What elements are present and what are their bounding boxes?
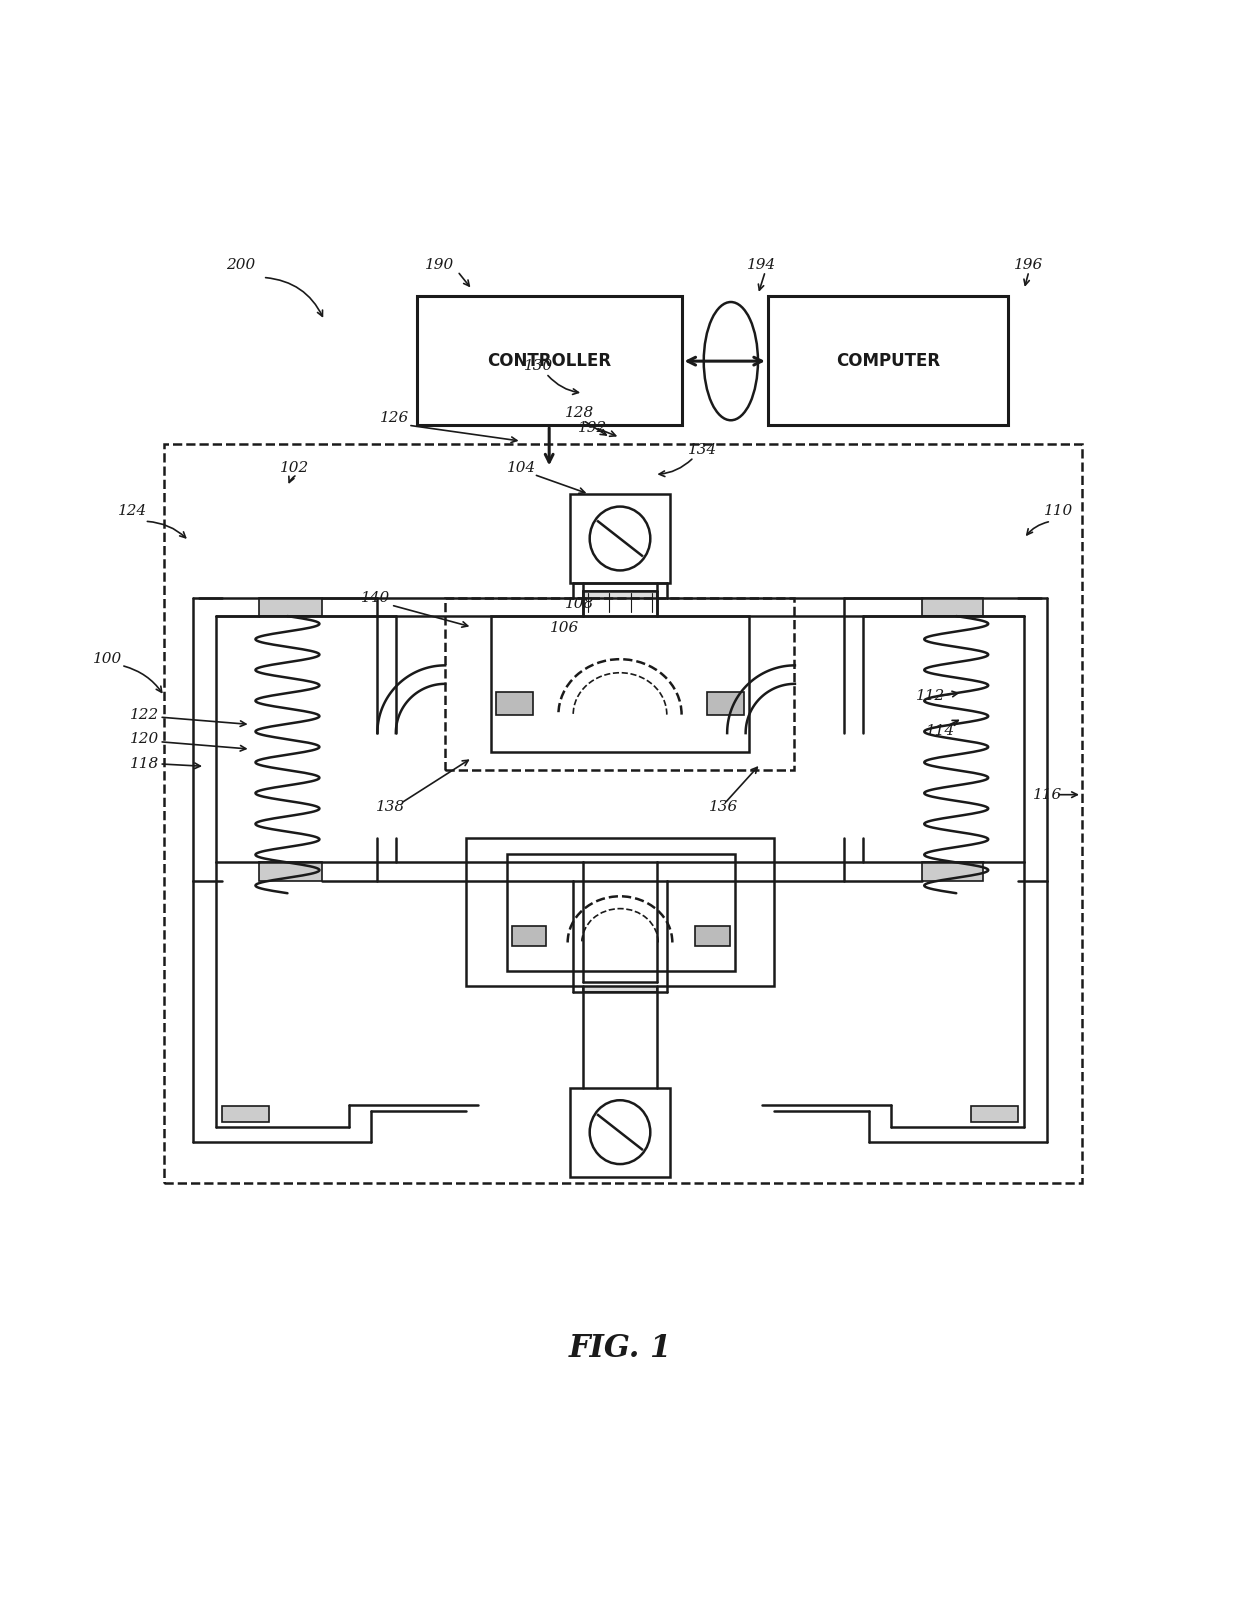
Bar	[708, 692, 744, 715]
Bar	[921, 862, 983, 881]
Bar	[164, 444, 1081, 1183]
Bar	[569, 494, 671, 583]
Text: 200: 200	[226, 258, 255, 273]
Text: 140: 140	[361, 591, 391, 605]
Text: 134: 134	[688, 442, 717, 457]
Text: 112: 112	[915, 689, 945, 704]
Text: 126: 126	[379, 412, 409, 424]
Bar	[696, 926, 729, 946]
Bar	[971, 1106, 1018, 1122]
Text: COMPUTER: COMPUTER	[836, 352, 940, 370]
Bar	[569, 1088, 671, 1177]
Text: 104: 104	[507, 462, 536, 475]
Bar	[583, 591, 657, 613]
Bar	[491, 617, 749, 752]
Text: 106: 106	[549, 621, 579, 636]
Bar	[259, 597, 322, 617]
Bar	[768, 295, 1008, 424]
Text: 192: 192	[578, 421, 608, 434]
Text: 138: 138	[376, 801, 405, 813]
Bar	[259, 862, 322, 881]
Text: 110: 110	[1044, 505, 1073, 518]
Bar	[496, 692, 532, 715]
Text: 124: 124	[118, 505, 146, 518]
Bar	[466, 838, 774, 986]
Text: 118: 118	[130, 757, 159, 771]
Bar	[222, 1106, 269, 1122]
Text: 196: 196	[1014, 258, 1043, 273]
Bar	[507, 854, 734, 970]
Text: 116: 116	[1033, 788, 1061, 802]
Text: 136: 136	[709, 801, 738, 813]
Text: CONTROLLER: CONTROLLER	[487, 352, 611, 370]
Bar	[445, 597, 794, 770]
Bar	[512, 926, 546, 946]
Text: 128: 128	[564, 405, 594, 420]
Bar	[417, 295, 682, 424]
Bar	[921, 597, 983, 617]
Bar	[583, 970, 657, 991]
Text: 100: 100	[93, 652, 122, 667]
Text: FIG. 1: FIG. 1	[568, 1333, 672, 1364]
Text: 102: 102	[280, 462, 309, 475]
Ellipse shape	[704, 302, 758, 420]
Text: 130: 130	[525, 358, 553, 373]
Text: 108: 108	[564, 597, 594, 610]
Text: 190: 190	[425, 258, 455, 273]
Text: 194: 194	[746, 258, 776, 273]
Text: 114: 114	[925, 723, 955, 738]
Text: 120: 120	[130, 733, 159, 746]
Text: 122: 122	[130, 707, 159, 721]
Ellipse shape	[590, 507, 650, 570]
Ellipse shape	[590, 1101, 650, 1164]
